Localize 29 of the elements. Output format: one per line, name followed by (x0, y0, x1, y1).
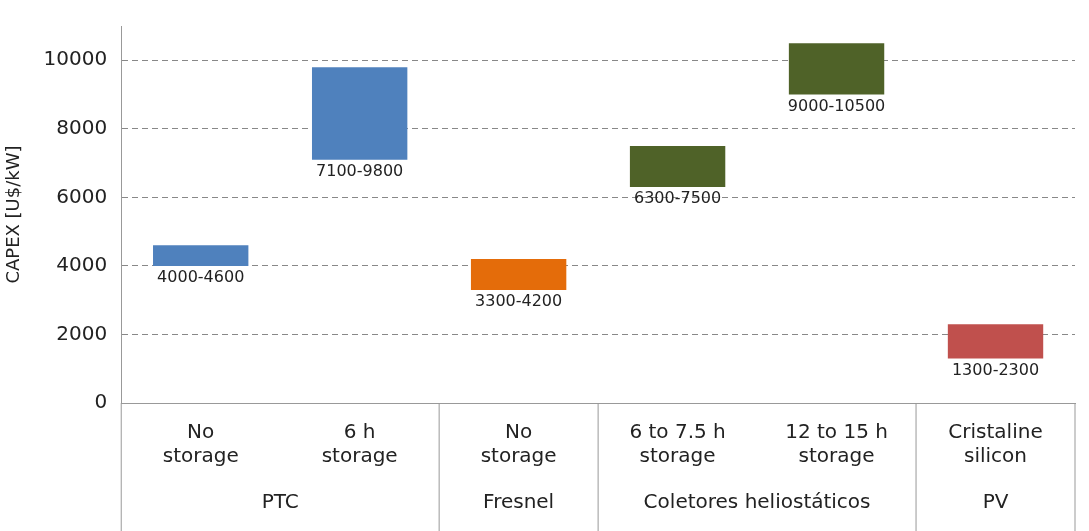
data-label: 6300-7500 (633, 188, 722, 208)
y-tick-label: 10000 (43, 46, 108, 71)
bar (947, 324, 1044, 359)
bar (311, 67, 408, 160)
y-axis-title: CAPEX [U$/kW] (2, 145, 24, 284)
data-label: 9000-10500 (787, 95, 886, 115)
data-label: 3300-4200 (475, 291, 563, 311)
data-label: 7100-9800 (316, 160, 404, 180)
x-tick-label: Cristaline silicon (948, 419, 1043, 468)
text: PTC (261, 489, 299, 514)
text: PV (982, 489, 1009, 514)
x-tick-label: 12 to 15 h storage (785, 419, 888, 468)
data-label: 1300-2300 (951, 359, 1040, 379)
y-tick-label: 2000 (56, 320, 108, 345)
y-tick-label: 8000 (56, 115, 108, 140)
x-tick-label: No storage (162, 419, 239, 468)
x-tick-label: 6 to 7.5 h storage (629, 419, 726, 468)
bar (629, 145, 726, 188)
x-tick-label: 6 h storage (321, 419, 398, 468)
text: Coletores heliostáticos (643, 489, 871, 514)
y-tick-label: 6000 (56, 183, 108, 208)
bar (153, 245, 249, 266)
data-label: 4000-4600 (157, 267, 245, 287)
y-tick-label: 0 (94, 389, 108, 414)
bar (788, 43, 885, 95)
text: Fresnel (483, 489, 555, 514)
x-tick-label: No storage (480, 419, 557, 468)
y-tick-label: 4000 (56, 252, 108, 277)
bar (470, 259, 567, 290)
